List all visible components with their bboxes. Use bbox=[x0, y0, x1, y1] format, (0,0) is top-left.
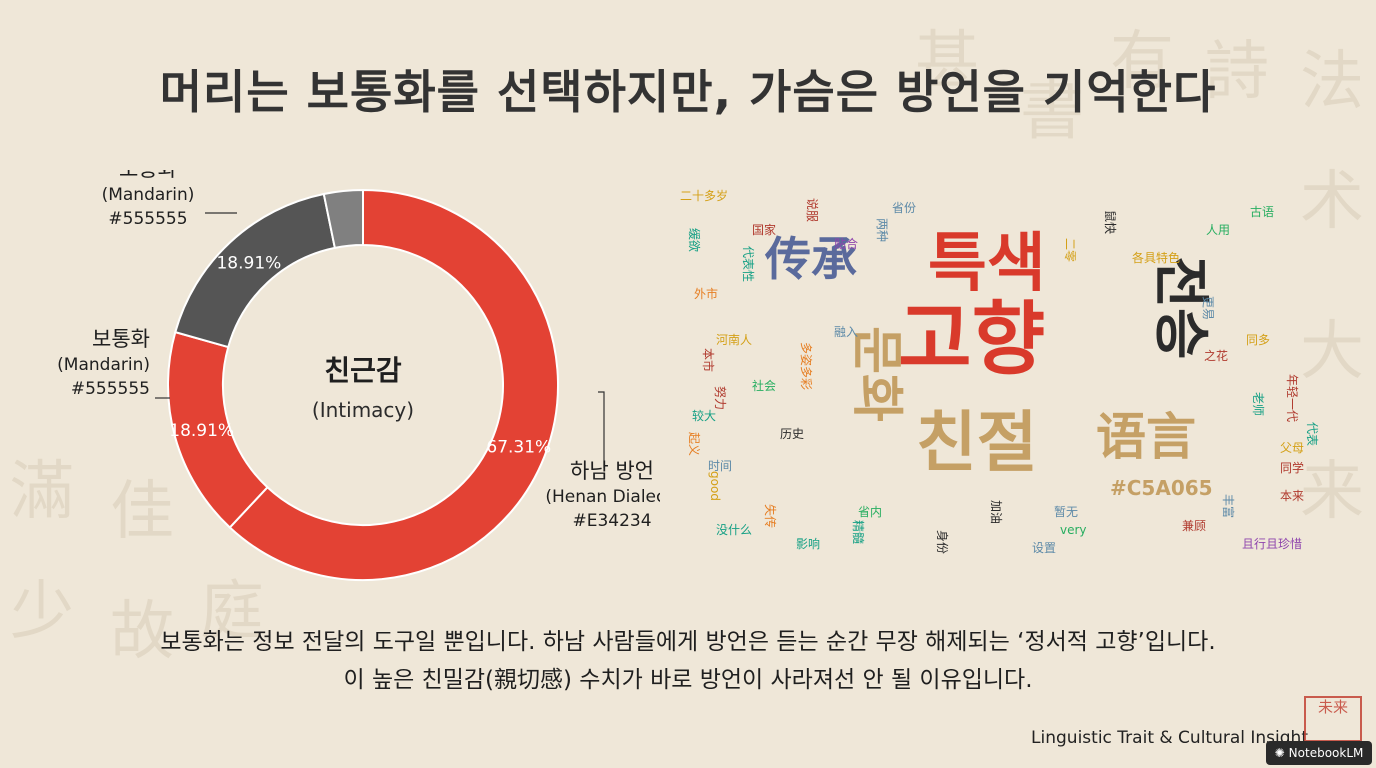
slice-category-label-2-2: (Mandarin) bbox=[57, 355, 150, 375]
footer-text: Linguistic Trait & Cultural Insight bbox=[1031, 728, 1308, 748]
word-cloud-word: 身份 bbox=[935, 529, 950, 555]
word-cloud-word: 전승 bbox=[1147, 256, 1213, 360]
slice-category-label-3-3: #555555 bbox=[108, 209, 187, 229]
slice-category-label-1-1: 하남 방언 bbox=[570, 459, 654, 483]
word-cloud-word: 친절 bbox=[916, 404, 1038, 481]
word-cloud-word: 之花 bbox=[1204, 349, 1229, 363]
badge-label: NotebookLM bbox=[1288, 746, 1364, 760]
word-cloud-word: 同多 bbox=[1246, 333, 1271, 347]
word-cloud-word: 人用 bbox=[1206, 223, 1231, 237]
seal-text: 未来 bbox=[1317, 698, 1348, 716]
word-cloud-word: 古语 bbox=[1250, 205, 1275, 219]
word-cloud-word: 특색 bbox=[928, 227, 1046, 301]
word-cloud-word: 说服 bbox=[805, 197, 820, 223]
center-label: 친근감 bbox=[324, 354, 402, 387]
word-cloud-word: 失传 bbox=[763, 503, 778, 529]
word-cloud-word: 缓欲 bbox=[687, 227, 702, 253]
word-cloud-word: 两种 bbox=[875, 217, 890, 243]
word-cloud-word: 传承 bbox=[765, 232, 857, 286]
donut-slice-1 bbox=[228, 188, 559, 581]
word-cloud-word: 多姿多彩 bbox=[799, 341, 814, 391]
word-cloud-word: 本市 bbox=[701, 347, 716, 373]
sparkle-icon: ✺ bbox=[1274, 746, 1285, 760]
word-cloud-word: 代表性 bbox=[741, 245, 756, 283]
slice-category-label-2-1: 보통화 bbox=[92, 327, 150, 351]
word-cloud-word: 且行且珍惜 bbox=[1242, 537, 1303, 551]
word-cloud-word: 本来 bbox=[1280, 489, 1305, 503]
word-cloud-word: 鼠快 bbox=[1103, 209, 1118, 235]
word-cloud-word: 二零 bbox=[1063, 237, 1078, 263]
word-cloud-word: 河南人 bbox=[716, 333, 753, 347]
caption-line-1: 보통화는 정보 전달의 도구일 뿐입니다. 하남 사람들에게 방언은 듣는 순간… bbox=[160, 629, 1216, 655]
word-cloud-word: 兼顾 bbox=[1182, 519, 1207, 533]
leader-line-1 bbox=[598, 391, 605, 468]
word-cloud-word: 时间 bbox=[708, 459, 733, 473]
word-cloud-word: 고향 bbox=[898, 293, 1046, 386]
word-cloud-word: 代表 bbox=[1305, 421, 1320, 447]
word-cloud-word: 国家 bbox=[752, 223, 777, 237]
word-cloud-word: 语言 bbox=[1096, 408, 1196, 466]
slice-value-label-1: 67.31% bbox=[486, 437, 551, 457]
word-cloud-word: 没什么 bbox=[716, 523, 753, 537]
slice-category-label-2-3: #555555 bbox=[71, 379, 150, 399]
word-cloud-word: 起义 bbox=[687, 431, 702, 457]
word-cloud-word: 影响 bbox=[796, 537, 821, 551]
word-cloud-word: 省内 bbox=[858, 505, 883, 519]
word-cloud-word: 努力 bbox=[713, 385, 728, 411]
word-cloud-word: 加油 bbox=[989, 499, 1004, 525]
slice-value-label-3: 18.91% bbox=[216, 253, 281, 273]
slice-category-label-1-2: (Henan Dialect) bbox=[545, 487, 660, 507]
word-cloud-word: 社会 bbox=[752, 379, 777, 393]
word-cloud-word: 省份 bbox=[892, 201, 917, 215]
word-cloud-word: 문화 bbox=[845, 326, 906, 422]
slice-value-label-2: 18.91% bbox=[169, 421, 234, 441]
word-cloud-word: 历史 bbox=[780, 427, 805, 441]
word-cloud-word: 丰富 bbox=[1221, 493, 1236, 519]
page-title: 머리는 보통화를 선택하지만, 가슴은 방언을 기억한다 bbox=[159, 65, 1217, 119]
slice-category-label-3-1: 보통화 bbox=[119, 170, 177, 181]
seal-stamp: 未来 bbox=[1304, 696, 1362, 742]
word-cloud-word: 设置 bbox=[1032, 541, 1057, 555]
word-cloud-word: 融入 bbox=[834, 325, 859, 339]
word-cloud-word: 父母 bbox=[1280, 441, 1305, 455]
donut-chart: 67.31% 18.91% 18.91% 하남 방언 (Henan Dialect) #… bbox=[57, 170, 660, 581]
word-cloud-word: 同学 bbox=[1280, 461, 1305, 475]
word-cloud-word: #C5A065 bbox=[1110, 476, 1213, 500]
slice-category-label-1-3: #E34234 bbox=[572, 511, 651, 531]
word-cloud-word: 较大 bbox=[692, 409, 717, 423]
word-cloud-word: 更易 bbox=[1201, 295, 1216, 321]
slice-category-label-3-2: (Mandarin) bbox=[102, 185, 195, 205]
word-cloud-word: 年轻一代 bbox=[1285, 373, 1300, 423]
donut-slice-4 bbox=[322, 188, 364, 250]
center-sublabel: (Intimacy) bbox=[312, 398, 414, 422]
word-cloud-word: 暂无 bbox=[1054, 505, 1079, 519]
word-cloud-word: good bbox=[707, 471, 722, 501]
word-cloud-word: 贴合 bbox=[834, 237, 859, 251]
caption-line-2: 이 높은 친밀감(親切感) 수치가 바로 방언이 사라져선 안 될 이유입니다. bbox=[343, 667, 1033, 693]
word-cloud-word: 精髓 bbox=[851, 519, 866, 545]
word-cloud-word: very bbox=[1060, 523, 1087, 537]
word-cloud-word: 老师 bbox=[1251, 391, 1266, 417]
word-cloud-word: 外市 bbox=[694, 287, 719, 301]
word-cloud-word: 二十多岁 bbox=[680, 189, 729, 203]
word-cloud-word: 各具特色 bbox=[1132, 251, 1181, 265]
notebooklm-badge: ✺ NotebookLM bbox=[1266, 741, 1372, 765]
